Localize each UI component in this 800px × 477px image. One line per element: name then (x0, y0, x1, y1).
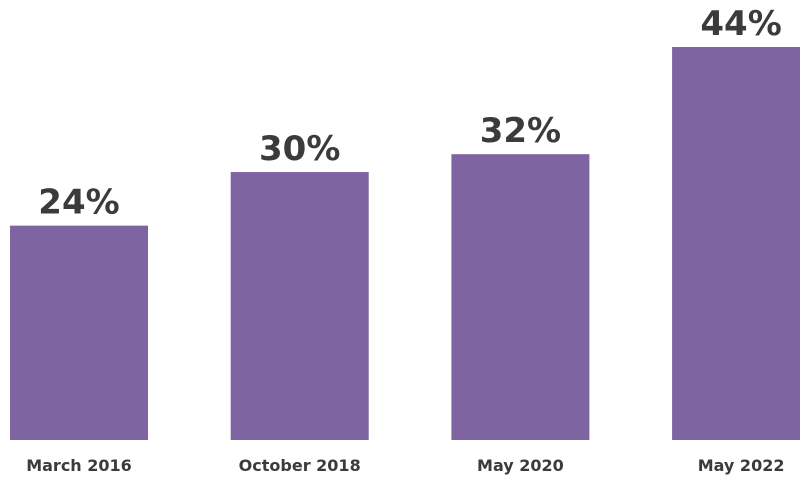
value-labels-group: 24% 30% 32% 44% (38, 4, 781, 223)
bar-0 (10, 225, 148, 440)
category-labels-group: March 2016 October 2018 May 2020 May 2022 (26, 456, 784, 475)
category-label-2: May 2020 (477, 456, 564, 475)
value-label-3: 44% (700, 4, 781, 44)
bars-group (10, 47, 800, 440)
value-label-1: 30% (259, 129, 340, 169)
category-label-0: March 2016 (26, 456, 132, 475)
category-label-1: October 2018 (239, 456, 361, 475)
bar-3 (672, 47, 800, 440)
bar-2 (451, 154, 590, 440)
value-label-0: 24% (38, 183, 119, 223)
value-label-2: 32% (480, 111, 561, 151)
category-label-3: May 2022 (698, 456, 785, 475)
bar-1 (230, 172, 369, 440)
